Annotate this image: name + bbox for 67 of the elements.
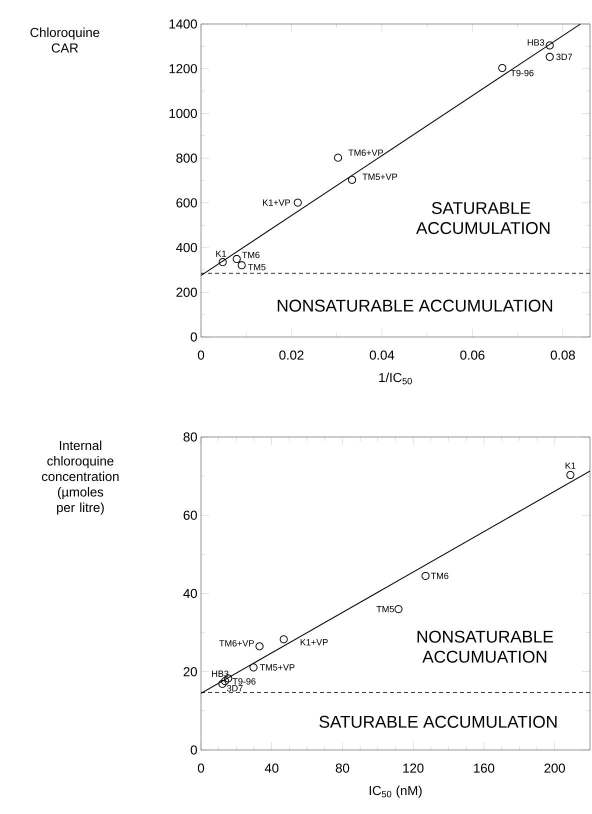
annotation: HB3 xyxy=(528,39,544,46)
annotation: T9-96 xyxy=(232,678,256,685)
point xyxy=(422,572,430,580)
x-tick-label: 80 xyxy=(336,764,350,773)
y-tick-label: 800 xyxy=(176,154,197,163)
y-tick-label: 600 xyxy=(176,198,197,208)
y-tick-label: 400 xyxy=(176,242,197,252)
annotation: TM5+VP xyxy=(362,174,398,180)
y-tick-label: 1000 xyxy=(170,108,197,118)
point xyxy=(294,198,302,207)
annotation: SATURABLE ACCUMULATION xyxy=(319,716,557,728)
annotation: TM6+VP xyxy=(348,150,384,156)
x-tick-label: 160 xyxy=(474,764,494,773)
annotation: 3D7 xyxy=(556,54,572,60)
annotation: TM5+VP xyxy=(260,664,295,671)
annotation: 3D7 xyxy=(226,685,243,692)
annotation: K1+VP xyxy=(300,639,328,646)
point xyxy=(221,677,230,686)
y-axis-title: Internal chloroquine concentration (µmoles per litre) xyxy=(42,440,119,515)
x-tick-label: 0 xyxy=(198,350,204,360)
annotation: K1+VP xyxy=(263,200,290,206)
point xyxy=(546,41,554,50)
annotation: NONSATURABLE ACCUMULATION xyxy=(278,300,552,312)
x-tick-label: 120 xyxy=(403,764,424,773)
point xyxy=(394,605,403,614)
y-tick-label: 200 xyxy=(176,288,197,297)
y-tick-label: 0 xyxy=(190,745,197,755)
y-tick-label: 80 xyxy=(184,432,197,442)
annotation: TM6 xyxy=(242,252,260,258)
annotation: K1 xyxy=(566,462,576,469)
y-tick-label: 1400 xyxy=(170,19,197,29)
y-tick-label: 60 xyxy=(184,510,197,520)
x-tick-label: 200 xyxy=(544,764,565,773)
y-tick-label: 40 xyxy=(183,588,197,598)
x-tick-label: 0.06 xyxy=(460,350,484,360)
y-tick-label: 1200 xyxy=(170,64,197,74)
x-tick-label: 40 xyxy=(264,764,278,773)
annotation: T9-96 xyxy=(510,70,534,76)
point xyxy=(348,176,356,184)
y-axis-title: Chloroquine CAR xyxy=(30,28,100,53)
point xyxy=(218,680,226,688)
x-tick-label: 0.02 xyxy=(279,350,304,360)
point xyxy=(232,254,241,264)
point xyxy=(334,154,342,162)
point xyxy=(566,470,574,480)
annotation: TM6 xyxy=(430,572,448,580)
point xyxy=(255,642,264,650)
point xyxy=(546,52,554,61)
annotation: TM5 xyxy=(376,606,394,612)
point xyxy=(218,258,227,266)
point xyxy=(238,261,246,270)
annotation: TM5 xyxy=(248,264,266,270)
annotation: SATURABLE ACCUMULATION xyxy=(416,202,550,234)
point xyxy=(249,663,258,672)
x-tick-label: 0 xyxy=(198,764,204,773)
x-tick-label: 0.08 xyxy=(550,350,575,360)
annotation: K1 xyxy=(216,250,226,257)
point xyxy=(280,635,288,644)
x-axis-title: IC$_{50}$ (nM) xyxy=(370,786,422,798)
annotation: TM6+VP xyxy=(219,640,254,647)
point xyxy=(498,64,506,72)
x-axis-title: 1/IC$_{50}$ xyxy=(379,372,412,384)
y-tick-label: 0 xyxy=(190,332,197,342)
x-tick-label: 0.04 xyxy=(370,350,394,360)
annotation: HB3 xyxy=(212,670,228,677)
annotation: NONSATURABLE ACCUMUATION xyxy=(418,630,554,663)
y-tick-label: 20 xyxy=(184,667,197,676)
